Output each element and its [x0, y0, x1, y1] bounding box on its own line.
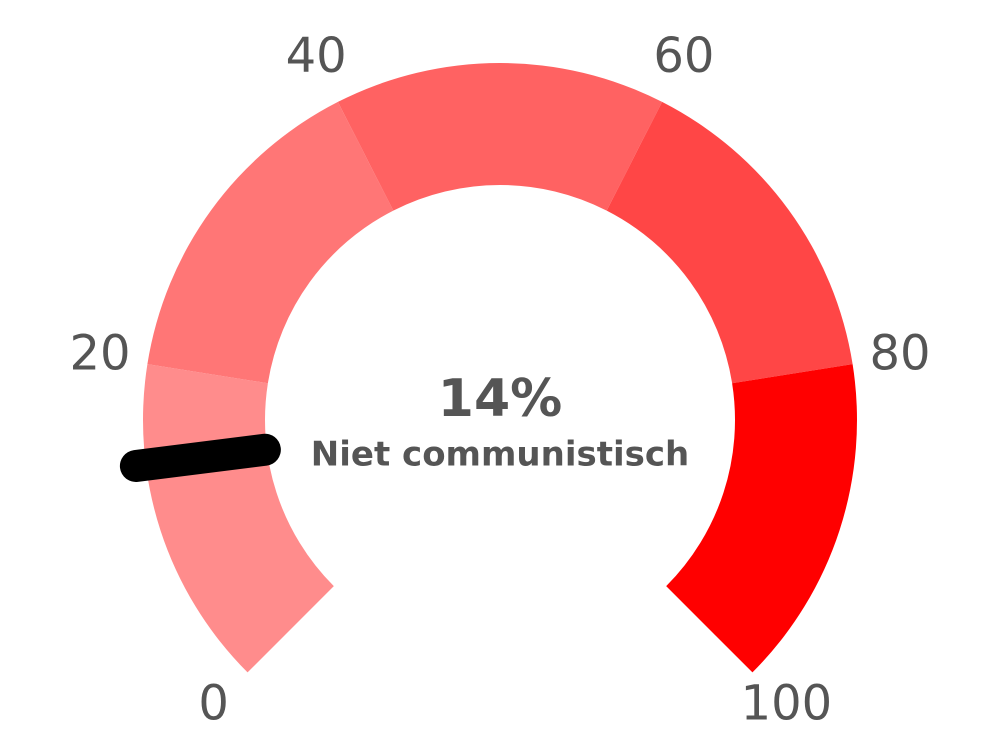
needle: [119, 433, 281, 482]
tick-label: 60: [653, 28, 714, 84]
gauge-band: [666, 364, 857, 673]
tick-label: 100: [741, 675, 833, 731]
gauge-band: [142, 364, 334, 673]
value-label: 14%: [438, 369, 562, 429]
tick-label: 20: [69, 326, 130, 382]
tick-label: 80: [869, 326, 930, 382]
gauge-band: [147, 101, 394, 384]
gauge-band: [606, 101, 853, 384]
gauge-label: Niet communistisch: [311, 435, 689, 475]
gauge-band: [337, 62, 663, 211]
tick-label: 40: [286, 28, 347, 84]
tick-label: 0: [198, 675, 229, 731]
